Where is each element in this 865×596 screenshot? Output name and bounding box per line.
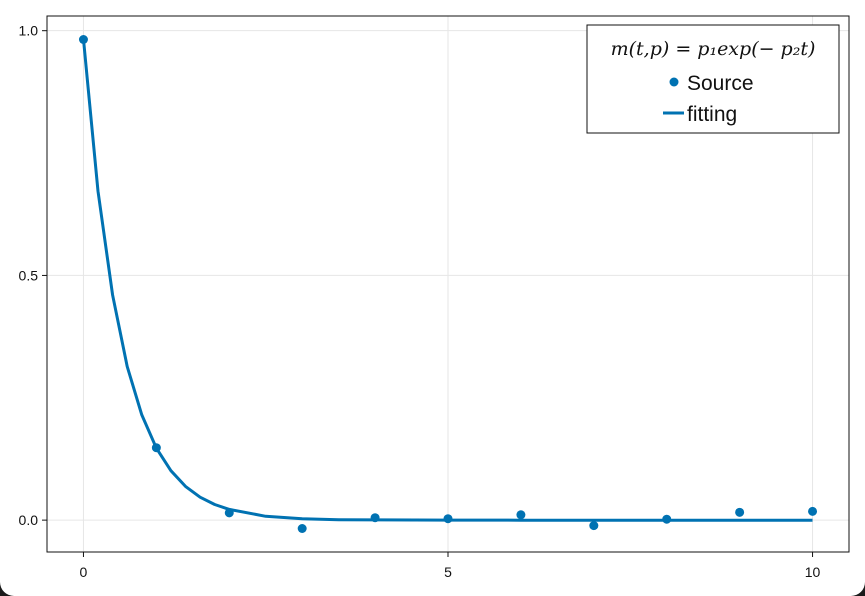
series-group [78, 34, 818, 534]
data-point-source [589, 521, 599, 531]
x-tick-label: 0 [80, 564, 88, 580]
data-point-source [808, 506, 818, 516]
data-point-source [443, 514, 453, 524]
data-point-source [735, 507, 745, 517]
legend: m(t,p) = p₁exp(− p₂t) Source fitting [586, 24, 840, 134]
legend-marker-source [669, 77, 679, 87]
y-axis: 0.0 0.5 1.0 [19, 23, 47, 528]
data-point-source [516, 510, 526, 520]
x-tick-label: 10 [805, 564, 821, 580]
data-point-source [370, 513, 380, 523]
y-tick-label: 0.0 [19, 512, 39, 528]
data-point-source [151, 443, 161, 453]
data-point-source [297, 524, 307, 534]
data-point-source [224, 508, 234, 518]
x-axis: 0 5 10 [80, 552, 821, 580]
legend-label-fitting: fitting [687, 103, 737, 126]
legend-label-source: Source [687, 72, 754, 95]
legend-box [586, 24, 840, 134]
data-point-source [78, 34, 88, 44]
y-tick-label: 1.0 [19, 23, 39, 39]
legend-title: m(t,p) = p₁exp(− p₂t) [611, 38, 816, 60]
x-tick-label: 5 [444, 564, 452, 580]
y-tick-label: 0.5 [19, 267, 39, 283]
data-point-source [662, 514, 672, 524]
